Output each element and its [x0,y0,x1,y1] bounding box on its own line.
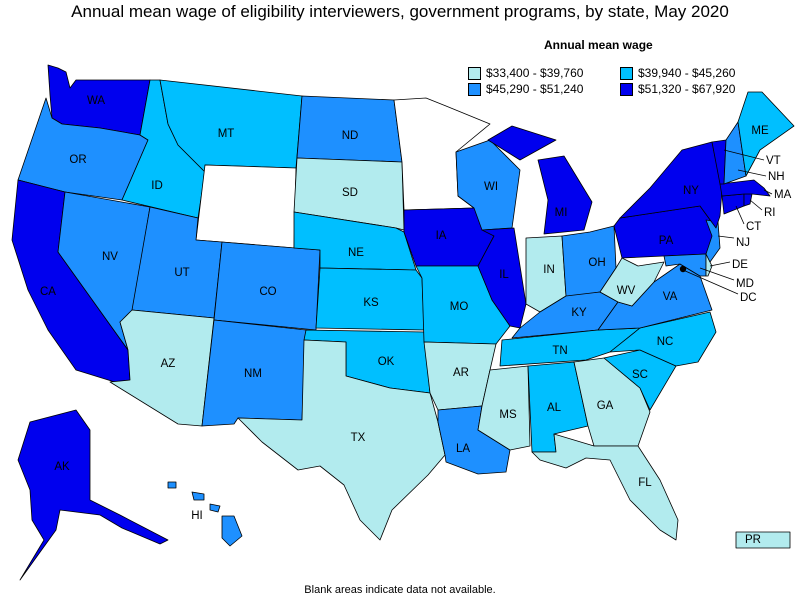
label-WA: WA [87,95,105,107]
label-AK: AK [54,461,70,473]
callouts: VT NH MA RI CT NJ DE MD DC [679,149,792,304]
label-IN: IN [543,264,555,276]
state-AK[interactable] [17,409,169,581]
label-KY: KY [571,307,587,319]
label-OH: OH [588,257,605,269]
label-IA: IA [436,230,447,242]
label-KS: KS [363,297,379,309]
legend-item: $45,290 - $51,240 [468,82,583,96]
label-FL: FL [638,477,652,489]
state-RI[interactable] [743,193,753,207]
label-ID: ID [151,180,163,192]
label-OR: OR [69,154,86,166]
label-DE: DE [732,259,748,271]
label-MD: MD [736,278,754,290]
label-AL: AL [547,402,562,414]
label-NV: NV [102,251,118,263]
label-UT: UT [174,267,189,279]
legend-item: $39,940 - $45,260 [620,66,735,80]
label-AR: AR [453,367,469,379]
label-MA: MA [774,189,792,201]
label-AZ: AZ [161,358,176,370]
state-ME[interactable] [737,91,795,177]
label-HI: HI [191,510,203,522]
label-CO: CO [259,286,276,298]
legend-label: $51,320 - $67,920 [638,82,736,96]
label-TN: TN [552,345,567,357]
label-MI: MI [555,207,568,219]
state-MI[interactable] [487,125,593,235]
state-NC[interactable] [609,311,717,367]
legend-swatch [620,82,633,96]
label-MO: MO [450,301,469,313]
label-NH: NH [768,171,785,183]
state-WV[interactable] [599,257,665,307]
label-PA: PA [659,235,674,247]
label-MT: MT [218,128,235,140]
label-WV: WV [617,285,636,297]
label-VA: VA [663,291,678,303]
legend-item: $33,400 - $39,760 [468,66,583,80]
state-WY[interactable] [195,164,297,249]
label-OK: OK [378,356,395,368]
state-IL[interactable] [477,227,527,329]
legend-label: $39,940 - $45,260 [638,66,736,80]
state-MA[interactable] [719,179,771,197]
footnote: Blank areas indicate data not available. [304,584,496,596]
label-VT: VT [766,155,781,167]
label-NJ: NJ [736,237,750,249]
state-ND[interactable] [296,95,403,163]
label-SC: SC [632,369,648,381]
label-PR: PR [745,534,761,546]
label-DC: DC [740,292,757,304]
label-CT: CT [746,221,761,233]
label-GA: GA [597,400,614,412]
label-ND: ND [342,130,359,142]
state-HI[interactable] [167,481,243,547]
label-WI: WI [484,181,498,193]
legend-swatch [468,82,481,96]
state-labels: WA OR CA NV ID MT UT AZ CO NM ND SD NE K… [40,95,769,546]
legend-label: $45,290 - $51,240 [486,82,584,96]
legend-item: $51,320 - $67,920 [620,82,735,96]
legend-label: $33,400 - $39,760 [486,66,584,80]
legend-title: Annual mean wage [544,38,653,52]
state-SC[interactable] [603,349,677,411]
label-NY: NY [683,185,699,197]
label-TX: TX [351,432,366,444]
map-title: Annual mean wage of eligibility intervie… [71,2,729,21]
label-SD: SD [342,187,358,199]
label-LA: LA [456,443,470,455]
legend-swatch [620,66,633,80]
label-NE: NE [348,247,364,259]
dc-marker[interactable] [679,265,687,273]
label-RI: RI [764,207,776,219]
state-SD[interactable] [293,157,405,231]
label-NM: NM [244,368,262,380]
state-CT[interactable] [721,193,745,215]
label-CA: CA [40,286,56,298]
state-TX[interactable] [237,339,446,541]
state-FL[interactable] [531,433,679,541]
label-NC: NC [657,336,674,348]
state-PR[interactable] [735,531,791,549]
label-ME: ME [751,125,769,137]
label-MS: MS [499,409,517,421]
label-IL: IL [499,269,509,281]
legend-swatch [468,66,481,80]
